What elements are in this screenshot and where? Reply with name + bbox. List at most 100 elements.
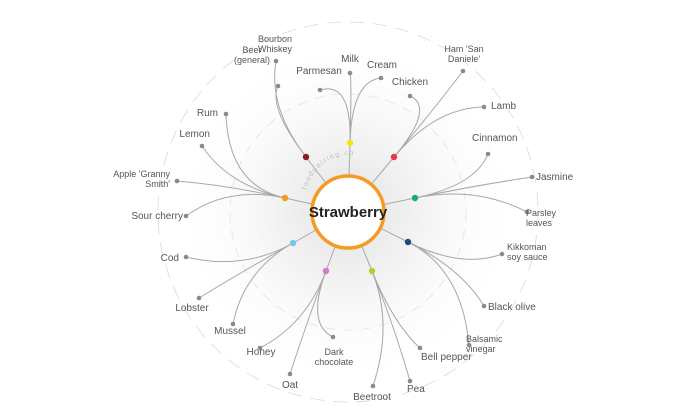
ingredient-label-cinnamon[interactable]: Cinnamon	[472, 133, 518, 144]
ingredient-label-line: Milk	[341, 54, 360, 65]
ingredient-dot-ham[interactable]	[460, 68, 466, 74]
ingredient-label-line: Parsley	[526, 208, 557, 218]
ingredient-dot-lamb[interactable]	[481, 104, 487, 110]
ingredient-label-line: Bell pepper	[421, 352, 472, 363]
ingredient-label-darkchoc[interactable]: Dark chocolate	[315, 347, 354, 367]
ingredient-label-cream[interactable]: Cream	[367, 60, 397, 71]
ingredient-label-apple[interactable]: Apple 'Granny Smith'	[113, 169, 170, 189]
ingredient-dot-balsamic[interactable]	[466, 342, 472, 348]
ingredient-label-oat[interactable]: Oat	[282, 380, 298, 391]
ingredient-label-kikkoman[interactable]: Kikkoman soy sauce	[507, 242, 548, 262]
ingredient-dot-beer[interactable]	[275, 83, 281, 89]
ingredient-label-blackolive[interactable]: Black olive	[488, 302, 536, 313]
ingredient-dot-darkchoc[interactable]	[330, 334, 336, 340]
ingredient-label-line: Ham 'San	[444, 44, 483, 54]
ingredient-label-line: Bourbon	[258, 34, 292, 44]
ingredient-label-milk[interactable]: Milk	[341, 54, 360, 65]
ingredient-label-lobster[interactable]: Lobster	[175, 303, 209, 314]
inner-guide-circle	[229, 93, 467, 331]
center-node[interactable]: Strawberry	[309, 174, 388, 250]
ingredient-label-line: Honey	[247, 347, 276, 358]
ingredient-dot-cod[interactable]	[183, 254, 189, 260]
ingredient-label-line: Lobster	[175, 303, 209, 314]
ingredient-label-balsamic[interactable]: Balsamic vinegar	[466, 334, 503, 354]
ingredient-label-line: Pea	[407, 384, 425, 395]
ingredient-dot-cream[interactable]	[378, 75, 384, 81]
branch-line-honey	[259, 270, 327, 349]
ingredient-dot-jasmine[interactable]	[529, 174, 535, 180]
ingredient-label-line: Beetroot	[353, 392, 391, 403]
ingredient-label-chicken[interactable]: Chicken	[392, 77, 428, 88]
ingredient-label-pea[interactable]: Pea	[407, 384, 425, 395]
cluster-hub-group	[281, 139, 419, 275]
branch-line-balsamic	[407, 241, 470, 346]
ingredient-label-lamb[interactable]: Lamb	[491, 101, 516, 112]
ingredient-label-line: Balsamic	[466, 334, 503, 344]
cluster-hub-dark-red	[302, 153, 310, 161]
branch-line-rum	[225, 113, 286, 199]
ingredient-dot-pea[interactable]	[407, 378, 413, 384]
ingredient-label-line: Black olive	[488, 302, 536, 313]
ingredient-dot-mussel[interactable]	[230, 321, 236, 327]
ingredient-label-line: Jasmine	[536, 172, 574, 183]
ingredient-label-parmesan[interactable]: Parmesan	[296, 66, 342, 77]
cluster-hub-light-blue	[289, 239, 297, 247]
ingredient-dot-apple[interactable]	[174, 178, 180, 184]
ingredient-label-line: Lemon	[179, 129, 210, 140]
ingredient-label-line: Apple 'Granny	[113, 169, 170, 179]
ingredient-label-lemon[interactable]: Lemon	[179, 129, 210, 140]
cluster-hub-yellow	[346, 139, 354, 147]
ingredient-dot-honey[interactable]	[257, 345, 263, 351]
ingredient-dot-blackolive[interactable]	[481, 303, 487, 309]
ingredient-label-sourcherry[interactable]: Sour cherry	[131, 211, 183, 222]
ingredient-label-rum[interactable]: Rum	[197, 108, 218, 119]
ingredient-label-line: Cod	[161, 253, 179, 264]
ingredient-label-beetroot[interactable]: Beetroot	[353, 392, 391, 403]
ingredient-dot-lemon[interactable]	[199, 143, 205, 149]
center-label: Strawberry	[309, 204, 388, 221]
cluster-hub-red	[390, 153, 398, 161]
ingredient-dot-chicken[interactable]	[407, 93, 413, 99]
ingredient-label-line: Daniele'	[448, 54, 481, 64]
ingredient-dot-cinnamon[interactable]	[485, 151, 491, 157]
ingredient-label-cod[interactable]: Cod	[161, 253, 179, 264]
branch-line-parsley	[414, 193, 528, 213]
ingredient-dot-sourcherry[interactable]	[183, 213, 189, 219]
ingredient-label-line: Beer	[242, 45, 261, 55]
cluster-hub-navy	[404, 238, 412, 246]
ingredient-dot-parsley[interactable]	[524, 209, 530, 215]
ingredient-label-parsley[interactable]: Parsley leaves	[526, 208, 557, 228]
ingredient-label-line: Smith'	[145, 179, 170, 189]
ingredient-label-line: Oat	[282, 380, 298, 391]
branch-line-kikkoman	[407, 241, 503, 260]
cluster-hub-teal	[411, 194, 419, 202]
ingredient-dot-rum[interactable]	[223, 111, 229, 117]
ingredient-label-line: Kikkoman	[507, 242, 547, 252]
ingredient-dot-kikkoman[interactable]	[499, 251, 505, 257]
ingredient-label-ham[interactable]: Ham 'San Daniele'	[444, 44, 483, 64]
ingredient-label-bourbon[interactable]: Bourbon Whiskey	[258, 34, 293, 54]
cluster-hub-lime	[368, 267, 376, 275]
ingredient-label-jasmine[interactable]: Jasmine	[536, 172, 574, 183]
ingredient-label-line: Sour cherry	[131, 211, 183, 222]
branch-line-beetroot	[371, 270, 384, 387]
ingredient-dot-lobster[interactable]	[196, 295, 202, 301]
ingredient-label-line: vinegar	[466, 344, 496, 354]
ingredient-label-line: Whiskey	[258, 44, 293, 54]
ingredient-label-mussel[interactable]: Mussel	[214, 326, 246, 337]
ingredient-dot-beetroot[interactable]	[370, 383, 376, 389]
ingredient-dot-oat[interactable]	[287, 371, 293, 377]
cluster-hub-pink	[322, 267, 330, 275]
ingredient-dot-bourbon[interactable]	[273, 58, 279, 64]
ingredient-label-bellpepper[interactable]: Bell pepper	[421, 352, 472, 363]
ingredient-label-line: Cinnamon	[472, 133, 518, 144]
branch-line-cod	[185, 242, 294, 263]
ingredient-dot-milk[interactable]	[347, 70, 353, 76]
ingredient-label-honey[interactable]: Honey	[247, 347, 276, 358]
ingredient-dot-bellpepper[interactable]	[417, 345, 423, 351]
ingredient-label-line: Dark	[324, 347, 344, 357]
ingredient-label-line: chocolate	[315, 357, 354, 367]
ingredient-label-beer[interactable]: Beer (general)	[234, 45, 270, 65]
ingredient-dot-parmesan[interactable]	[317, 87, 323, 93]
